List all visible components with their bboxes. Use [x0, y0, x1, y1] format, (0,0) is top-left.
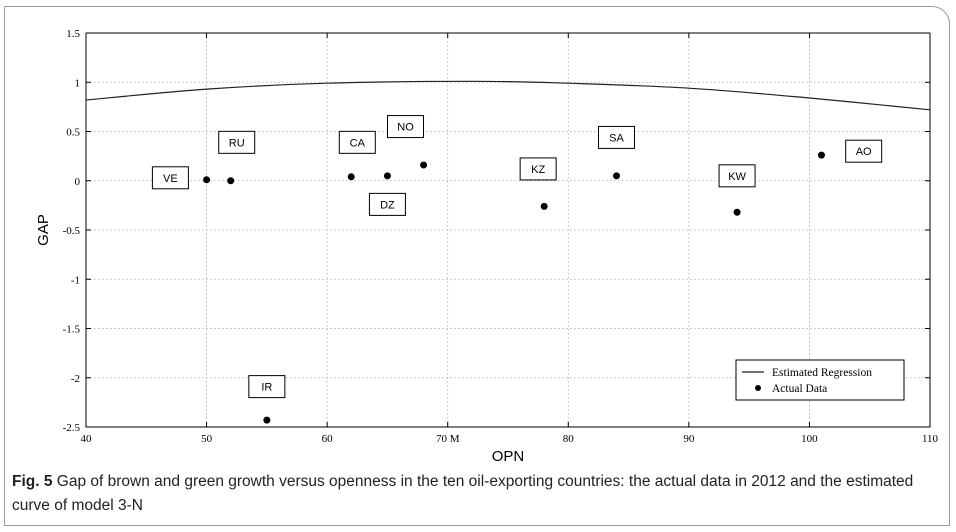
- point-label-sa: SA: [598, 125, 636, 149]
- point-label-text: AO: [856, 146, 872, 158]
- point-label-ve: VE: [151, 166, 189, 190]
- legend-entry-actual: Actual Data: [772, 383, 827, 395]
- point-label-box: [368, 192, 406, 216]
- x-tick-label: 80: [563, 433, 575, 445]
- point-label-text: VE: [163, 173, 178, 185]
- point-label-text: KZ: [531, 164, 545, 176]
- point-label-box: [387, 115, 425, 139]
- point-label-no: NO: [387, 115, 425, 139]
- data-point-ru: [227, 177, 235, 185]
- y-tick-label: 0.5: [66, 127, 80, 139]
- y-tick-label: -1: [71, 274, 80, 286]
- regression-line: [85, 80, 931, 111]
- data-point-dz: [383, 172, 391, 180]
- point-label-ao: AO: [845, 139, 883, 163]
- y-tick-label: 1.5: [66, 28, 80, 40]
- point-label-box: [718, 164, 756, 188]
- caption-label: Fig. 5: [12, 473, 53, 490]
- y-tick-label: 1: [75, 77, 81, 89]
- data-point-ao: [817, 151, 825, 159]
- data-point-no: [420, 161, 428, 169]
- x-tick-label: 50: [201, 433, 213, 445]
- point-label-box: [598, 125, 636, 149]
- legend-entry-regression: Estimated Regression: [772, 367, 872, 379]
- point-label-text: RU: [229, 137, 245, 149]
- point-label-box: [151, 166, 189, 190]
- data-point-ir: [263, 416, 271, 424]
- point-label-box: [248, 375, 286, 399]
- point-label-ir: IR: [248, 375, 286, 399]
- x-tick-label: 70 M: [436, 433, 460, 445]
- point-label-box: [519, 157, 557, 181]
- y-tick-label: -1.5: [63, 324, 81, 336]
- data-point-sa: [613, 172, 621, 180]
- y-axis-label: GAP: [35, 214, 52, 246]
- point-label-box: [338, 130, 376, 154]
- legend-box: [735, 359, 905, 401]
- x-tick-label: 90: [683, 433, 695, 445]
- scatter-chart: 40 50 60 70 M 80 90 100 110 1.5 1 0.5 0 -0.5 -1 -1.5 -2…: [35, 28, 939, 465]
- point-label-text: NO: [397, 122, 414, 134]
- point-label-text: CA: [350, 137, 366, 149]
- x-tick-label: 110: [922, 433, 939, 445]
- point-label-box: [845, 139, 883, 163]
- legend-point-swatch: [755, 385, 761, 391]
- x-tick-label: 100: [801, 433, 818, 445]
- x-axis-label: OPN: [492, 448, 525, 465]
- data-point-ca: [347, 173, 355, 181]
- point-label-text: IR: [261, 382, 272, 394]
- point-label-text: DZ: [380, 199, 395, 211]
- legend: Estimated Regression Actual Data: [735, 359, 905, 401]
- figure-caption: Fig. 5 Gap of brown and green growth ver…: [12, 470, 937, 518]
- data-point-kw: [733, 208, 741, 216]
- y-tick-label: -2: [71, 373, 80, 385]
- y-tick-label: 0: [75, 176, 81, 188]
- point-label-ru: RU: [218, 130, 256, 154]
- caption-text: Gap of brown and green growth versus ope…: [12, 473, 914, 514]
- figure-frame: [4, 6, 950, 526]
- point-label-box: [218, 130, 256, 154]
- y-tick-label: -0.5: [63, 225, 81, 237]
- y-tick-label: -2.5: [63, 422, 81, 434]
- point-label-kw: KW: [718, 164, 756, 188]
- data-point-ve: [203, 176, 211, 184]
- x-tick-label: 60: [322, 433, 334, 445]
- point-label-ca: CA: [338, 130, 376, 154]
- point-label-text: KW: [728, 171, 746, 183]
- point-label-dz: DZ: [368, 192, 406, 216]
- point-label-kz: KZ: [519, 157, 557, 181]
- point-label-text: SA: [609, 132, 624, 144]
- x-tick-label: 40: [81, 433, 93, 445]
- data-point-kz: [540, 202, 548, 210]
